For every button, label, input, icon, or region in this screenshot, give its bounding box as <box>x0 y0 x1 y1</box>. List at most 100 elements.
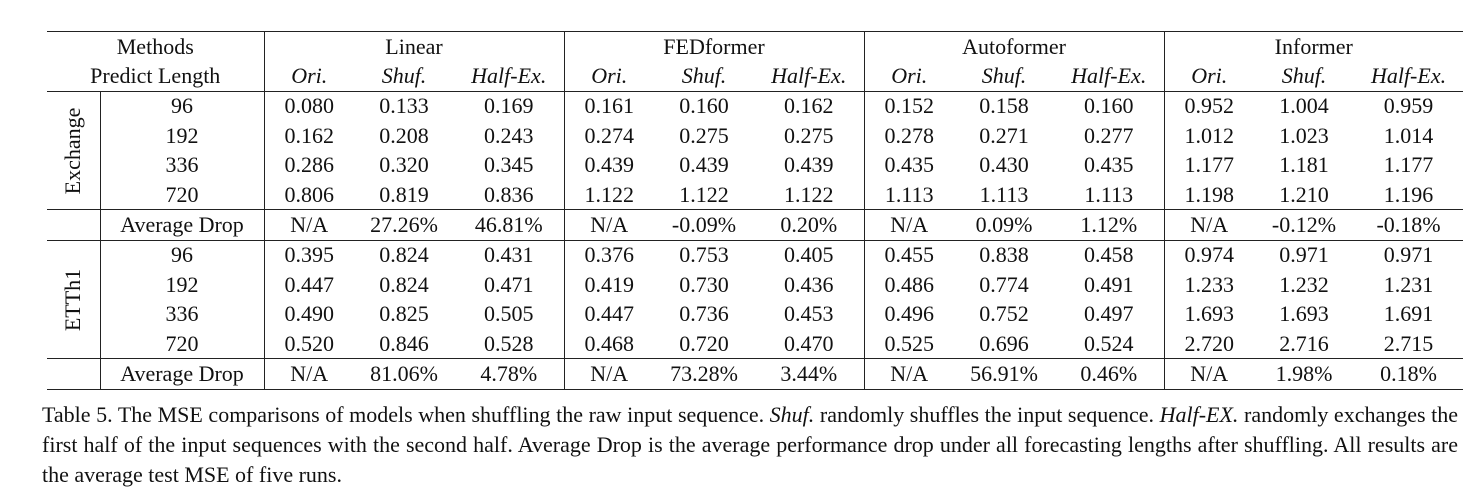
mse-value-cell: 0.974 <box>1164 239 1254 271</box>
model-header: Informer <box>1164 31 1464 62</box>
mse-value-cell: 0.405 <box>754 239 865 271</box>
sub-header: Shuf. <box>954 61 1054 92</box>
mse-value-cell: 0.271 <box>979 122 1029 148</box>
mse-value-cell: 0.455 <box>864 239 954 271</box>
avg-drop-cell: N/A <box>264 209 354 241</box>
avg-drop-cell: N/A <box>564 358 654 390</box>
mse-value-cell: 0.160 <box>1054 91 1165 122</box>
results-table-container: Methods Linear FEDformer Autoformer Informer… <box>47 31 1464 390</box>
mse-value-cell: 0.439 <box>754 150 865 180</box>
sub-header: Half-Ex. <box>454 61 565 92</box>
mse-value-cell: 1.233 <box>1184 271 1235 297</box>
sub-header: Ori. <box>264 61 354 92</box>
mse-value-cell: 0.524 <box>1054 328 1165 359</box>
mse-value-cell: 1.177 <box>1383 152 1434 178</box>
avg-drop-cell: 0.20% <box>754 209 865 241</box>
predict-length-header: Predict Length <box>47 61 265 92</box>
mse-value-cell: 0.470 <box>754 328 865 359</box>
mse-value-cell: 0.952 <box>1184 93 1235 119</box>
mse-value-cell: 0.274 <box>584 122 635 148</box>
model-header: Autoformer <box>864 31 1165 62</box>
mse-value-cell: 1.691 <box>1383 301 1434 327</box>
mse-value-cell: 0.133 <box>379 93 429 119</box>
avg-drop-label: Average Drop <box>100 209 265 241</box>
avg-drop-spacer <box>47 209 101 241</box>
avg-drop-cell: 3.44% <box>754 358 865 390</box>
mse-value-cell: 0.160 <box>679 93 729 119</box>
mse-value-cell: 0.491 <box>1054 270 1165 300</box>
mse-value-cell: 1.210 <box>1279 181 1329 207</box>
mse-value-cell: 0.286 <box>284 152 335 178</box>
mse-value-cell: 1.122 <box>584 181 635 207</box>
mse-value-cell: 0.752 <box>979 301 1029 327</box>
mse-value-cell: 0.080 <box>284 93 335 119</box>
dataset-label-cell: Exchange <box>47 91 101 210</box>
mse-value-cell: 1.198 <box>1184 181 1235 207</box>
mse-value-cell: 0.158 <box>979 93 1029 119</box>
mse-value-cell: 2.720 <box>1184 330 1235 356</box>
mse-value-cell: 0.152 <box>884 93 935 119</box>
mse-value-cell: 0.345 <box>454 150 565 180</box>
mse-value-cell: 0.824 <box>354 239 454 271</box>
sub-header: Half-Ex. <box>1354 61 1464 92</box>
mse-value-cell: 0.497 <box>1054 299 1165 329</box>
mse-value-cell: 1.113 <box>1054 179 1165 210</box>
mse-value-cell: 0.486 <box>884 271 935 297</box>
mse-value-cell: 1.693 <box>1184 301 1235 327</box>
sub-header: Ori. <box>864 61 954 92</box>
mse-value-cell: 1.014 <box>1383 122 1434 148</box>
avg-drop-cell: 81.06% <box>354 358 454 390</box>
mse-value-cell: 0.208 <box>379 122 429 148</box>
mse-value-cell: 0.275 <box>679 122 729 148</box>
mse-value-cell: 0.836 <box>454 179 565 210</box>
mse-value-cell: 1.177 <box>1184 152 1235 178</box>
mse-value-cell: 2.715 <box>1383 330 1434 356</box>
mse-value-cell: 0.376 <box>564 239 654 271</box>
mse-value-cell: 0.275 <box>754 121 865 151</box>
avg-drop-cell: N/A <box>864 209 954 241</box>
mse-value-cell: 0.447 <box>584 301 635 327</box>
mse-value-cell: 0.959 <box>1383 93 1434 119</box>
mse-value-cell: 0.169 <box>454 91 565 122</box>
mse-comparison-table: Methods Linear FEDformer Autoformer Informer… <box>47 31 1464 390</box>
avg-drop-cell: N/A <box>264 358 354 390</box>
avg-drop-cell: -0.09% <box>654 209 754 241</box>
mse-value-cell: 0.825 <box>379 301 429 327</box>
predict-length-cell: 720 <box>100 179 265 210</box>
mse-value-cell: 0.435 <box>884 152 935 178</box>
mse-value-cell: 1.023 <box>1279 122 1329 148</box>
predict-length-cell: 336 <box>100 299 265 329</box>
caption-part: randomly shuffles the input sequence. <box>814 402 1160 427</box>
caption-part: Table 5. The MSE comparisons of models w… <box>42 402 770 427</box>
mse-value-cell: 0.528 <box>454 328 565 359</box>
mse-value-cell: 0.520 <box>284 330 335 356</box>
mse-value-cell: 0.162 <box>284 122 335 148</box>
predict-length-cell: 192 <box>100 121 265 151</box>
mse-value-cell: 0.419 <box>584 271 635 297</box>
model-header: FEDformer <box>564 31 865 62</box>
avg-drop-cell: 27.26% <box>354 209 454 241</box>
dataset-label: ETTh1 <box>60 268 86 331</box>
mse-value-cell: 0.971 <box>1354 239 1464 271</box>
mse-value-cell: 1.181 <box>1279 152 1329 178</box>
sub-header: Ori. <box>1164 61 1254 92</box>
mse-value-cell: 0.525 <box>884 330 935 356</box>
model-header: Linear <box>264 31 565 62</box>
mse-value-cell: 0.730 <box>679 271 729 297</box>
predict-length-cell: 720 <box>100 328 265 359</box>
mse-value-cell: 0.161 <box>584 93 635 119</box>
avg-drop-cell: 1.12% <box>1054 209 1165 241</box>
table-caption: Table 5. The MSE comparisons of models w… <box>42 400 1458 490</box>
avg-drop-cell: N/A <box>1164 358 1254 390</box>
mse-value-cell: 1.113 <box>979 181 1029 207</box>
mse-value-cell: 1.122 <box>679 181 729 207</box>
sub-header: Shuf. <box>354 61 454 92</box>
caption-part: Shuf. <box>769 402 815 427</box>
mse-value-cell: 1.113 <box>884 181 934 207</box>
dataset-label: Exchange <box>60 107 86 194</box>
mse-value-cell: 0.496 <box>884 301 935 327</box>
predict-length-cell: 96 <box>100 239 265 271</box>
mse-value-cell: 0.753 <box>654 239 754 271</box>
mse-value-cell: 0.277 <box>1054 121 1165 151</box>
avg-drop-cell: 0.46% <box>1054 358 1165 390</box>
